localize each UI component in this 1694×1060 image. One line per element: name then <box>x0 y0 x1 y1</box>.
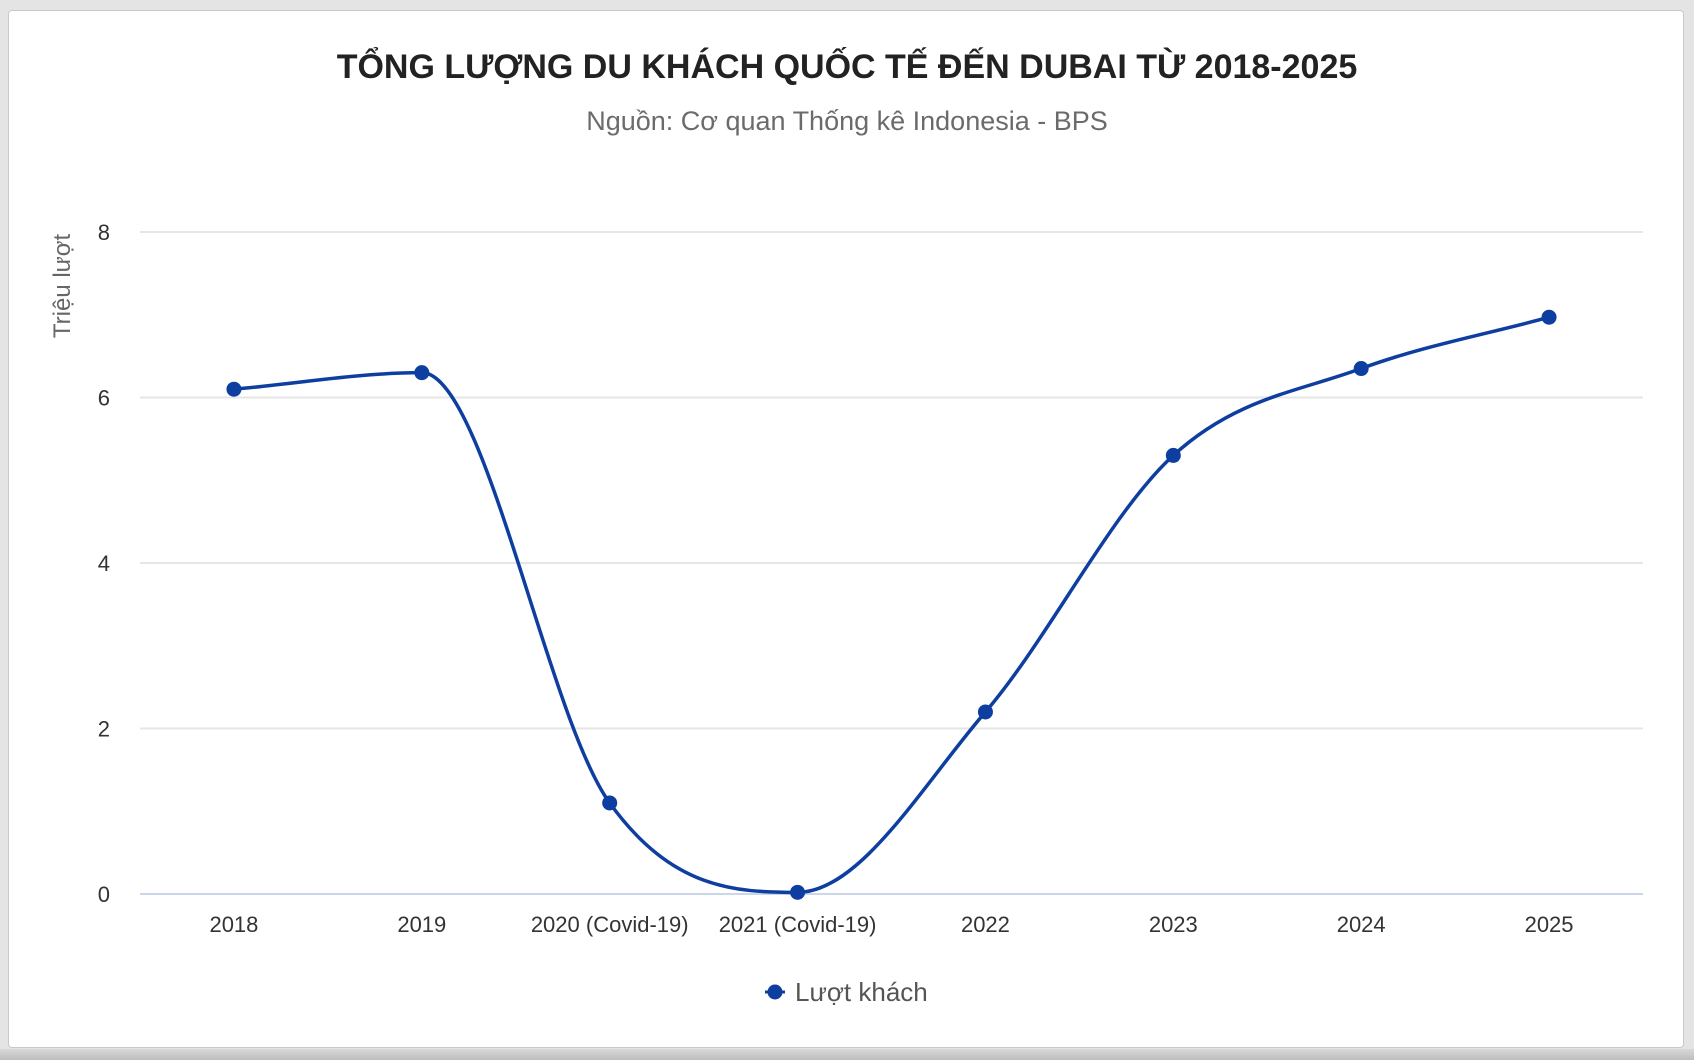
y-axis-ticks: 0 2 4 6 8 <box>98 220 110 907</box>
x-tick-label: 2025 <box>1525 912 1574 937</box>
chart-subtitle: Nguồn: Cơ quan Thống kê Indonesia - BPS <box>586 106 1108 136</box>
x-tick-label: 2023 <box>1149 912 1198 937</box>
data-point-2023[interactable] <box>1165 447 1181 463</box>
y-tick-label: 6 <box>98 386 110 411</box>
data-point-2025[interactable] <box>1541 309 1557 325</box>
x-tick-label: 2022 <box>961 912 1010 937</box>
y-tick-label: 0 <box>98 882 110 907</box>
x-tick-label: 2020 (Covid-19) <box>531 912 689 937</box>
series-line[interactable] <box>233 315 1550 895</box>
legend-marker-icon <box>767 984 783 1000</box>
chart-title: TỔNG LƯỢNG DU KHÁCH QUỐC TẾ ĐẾN DUBAI TỪ… <box>337 47 1358 86</box>
x-tick-label: 2024 <box>1337 912 1386 937</box>
series-lượt-khách <box>226 309 1557 900</box>
legend-label[interactable]: Lượt khách <box>795 977 928 1007</box>
data-point-2024[interactable] <box>1353 361 1369 377</box>
y-axis-title: Triệu lượt <box>49 234 76 339</box>
y-tick-label: 2 <box>98 717 110 742</box>
x-tick-label: 2018 <box>209 912 258 937</box>
data-point-2020-covid-19[interactable] <box>602 795 618 811</box>
data-point-2018[interactable] <box>226 381 242 397</box>
data-point-2022[interactable] <box>977 704 993 720</box>
data-point-2019[interactable] <box>414 365 430 381</box>
window-bottom-edge <box>0 1049 1694 1060</box>
y-tick-label: 4 <box>98 551 110 576</box>
data-point-2021-covid-19[interactable] <box>790 884 806 900</box>
legend[interactable]: Lượt khách <box>765 977 928 1007</box>
x-tick-label: 2021 (Covid-19) <box>719 912 877 937</box>
y-tick-label: 8 <box>98 220 110 245</box>
grid-lines <box>140 231 1643 895</box>
x-tick-label: 2019 <box>397 912 446 937</box>
x-axis-ticks: 2018 2019 2020 (Covid-19) 2021 (Covid-19) 20… <box>209 912 1573 937</box>
